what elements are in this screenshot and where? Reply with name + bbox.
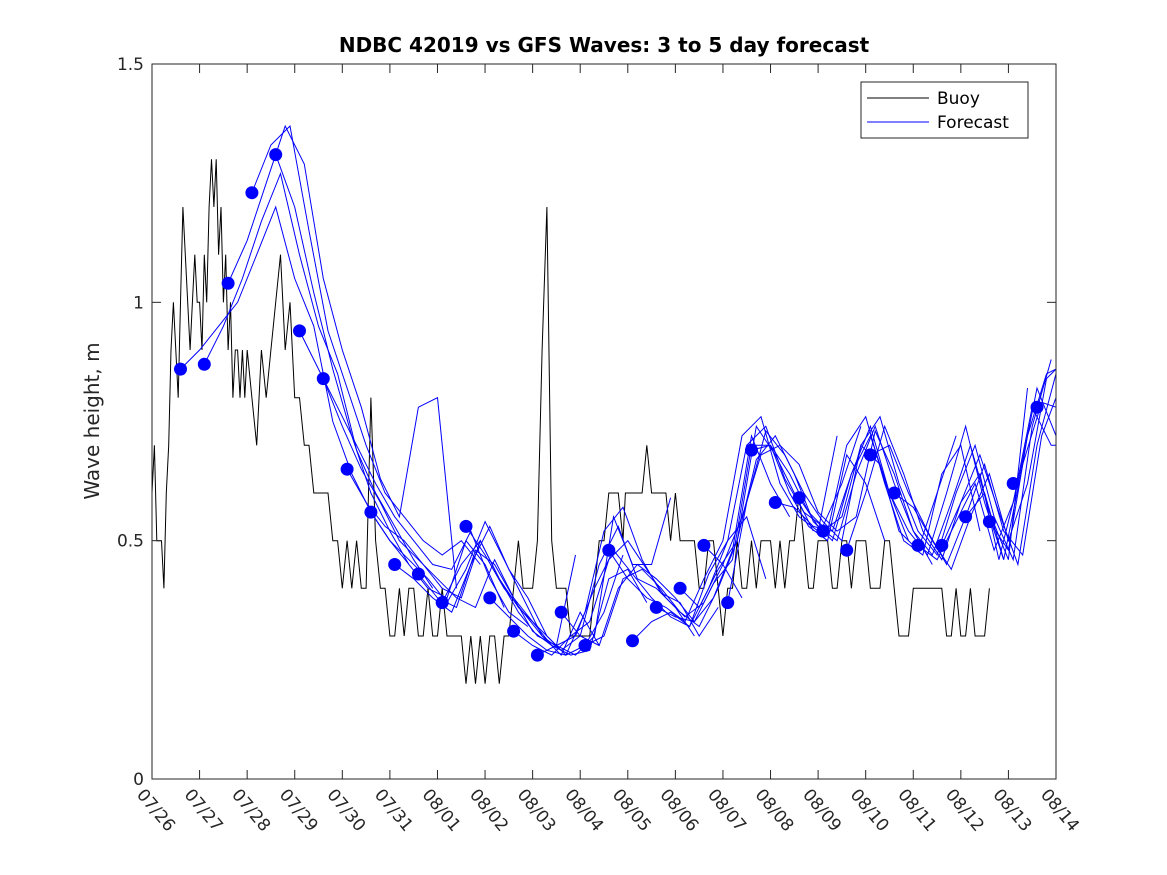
forecast-series-line-3 [227, 124, 457, 589]
forecast-series-line-9 [370, 511, 600, 656]
forecast-marker [174, 362, 187, 376]
forecast-series-line-34 [965, 401, 1057, 560]
chart-title: NDBC 42019 vs GFS Waves: 3 to 5 day fore… [339, 33, 870, 57]
forecast-marker [554, 605, 568, 619]
forecast-marker [840, 543, 854, 557]
forecast-marker [1030, 400, 1044, 414]
forecast-marker [982, 515, 996, 529]
forecast-series-line-18 [584, 424, 814, 646]
forecast-marker [578, 639, 592, 652]
forecast-marker [197, 357, 211, 371]
forecast-marker [483, 591, 497, 605]
forecast-series-line-27 [798, 388, 1028, 560]
forecast-marker [959, 510, 973, 524]
marker-layer [174, 148, 1044, 662]
y-tick-label: 1 [133, 293, 144, 313]
forecast-marker [316, 372, 330, 386]
forecast-series-line-6 [299, 330, 529, 627]
y-tick-label: 0.5 [117, 532, 144, 552]
forecast-series-line-31 [893, 368, 1057, 571]
forecast-marker [673, 581, 687, 595]
forecast-marker [602, 543, 616, 557]
plot-area [152, 64, 1056, 779]
forecast-series-line-4 [251, 124, 481, 565]
forecast-series-line-2 [203, 171, 434, 589]
y-axis-label: Wave height, m [80, 342, 104, 499]
forecast-marker [816, 524, 830, 538]
y-tick-label: 0 [133, 770, 144, 790]
legend-forecast-label: Forecast [937, 113, 1009, 133]
forecast-marker [245, 186, 259, 200]
forecast-marker [459, 519, 473, 533]
forecast-marker [887, 486, 901, 500]
forecast-marker [507, 624, 521, 638]
forecast-marker [388, 558, 402, 571]
forecast-marker [435, 596, 449, 610]
forecast-series-line-23 [703, 429, 933, 566]
forecast-marker [935, 538, 949, 552]
plot-frame [151, 63, 1057, 780]
forecast-series-line-17 [560, 433, 791, 647]
forecast-marker [1006, 477, 1020, 490]
axes-layer [151, 63, 1057, 780]
forecast-marker [269, 148, 283, 162]
forecast-series-line-14 [489, 506, 719, 656]
forecast-marker [626, 634, 639, 648]
forecast-series-line-19 [608, 415, 838, 623]
forecast-marker [411, 567, 425, 581]
forecast-marker [293, 324, 306, 338]
forecast-marker [863, 448, 877, 462]
forecast-marker [911, 538, 925, 552]
forecast-marker [721, 596, 735, 610]
forecast-marker [649, 600, 663, 614]
legend-buoy-label: Buoy [937, 89, 980, 109]
y-tick-label: 1.5 [117, 55, 144, 75]
forecast-marker [697, 538, 711, 552]
forecast-series-line-8 [346, 468, 576, 647]
forecast-series-line-35 [988, 368, 1057, 552]
forecast-series-line-28 [822, 359, 1052, 562]
legend: Buoy Forecast [860, 81, 1029, 139]
buoy-series-line [151, 159, 990, 684]
forecast-marker [340, 462, 354, 476]
legend-box [860, 81, 1029, 139]
forecast-marker [530, 648, 544, 662]
forecast-marker [221, 276, 235, 290]
forecast-marker [364, 505, 378, 519]
forecast-series-line-25 [751, 415, 981, 556]
forecast-marker [768, 496, 782, 509]
forecast-series-line-33 [941, 386, 1057, 560]
forecast-marker [745, 443, 758, 457]
forecast-marker [792, 491, 806, 505]
